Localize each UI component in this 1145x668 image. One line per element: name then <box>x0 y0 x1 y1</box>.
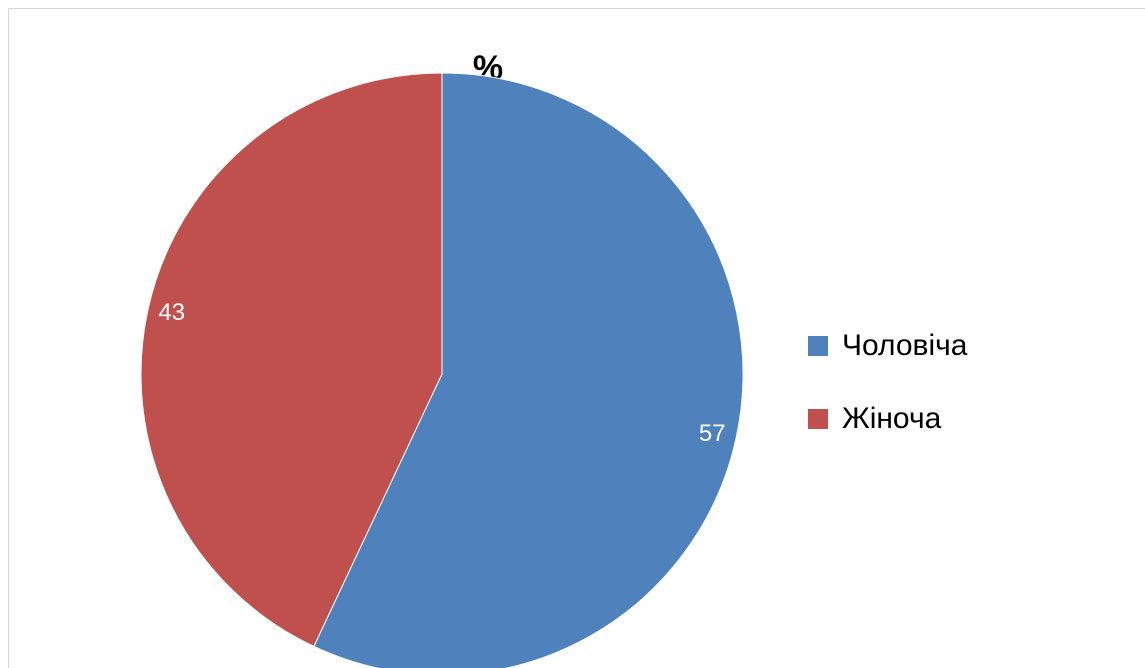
legend-label: Чоловіча <box>842 329 968 362</box>
chart-frame <box>8 8 1145 668</box>
pie-slice <box>140 72 443 648</box>
legend-label: Жіноча <box>842 402 942 435</box>
legend-swatch <box>808 409 828 429</box>
legend-swatch <box>808 336 828 356</box>
data-label: 43 <box>158 299 185 326</box>
pie-slice <box>313 72 744 668</box>
data-label: 57 <box>699 420 726 447</box>
